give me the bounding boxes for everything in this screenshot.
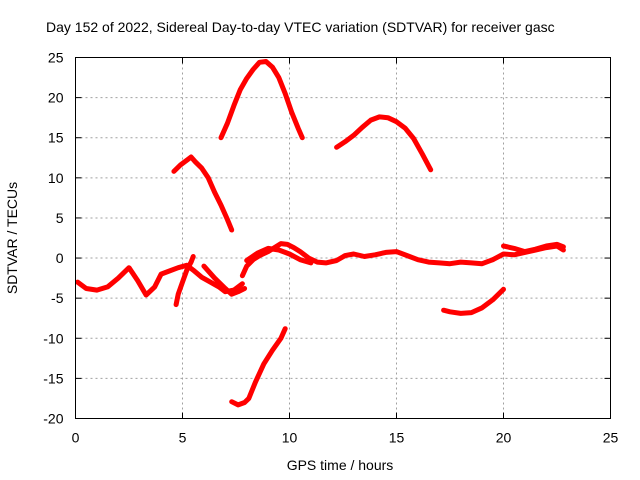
x-tick-label: 5 <box>179 430 187 446</box>
series-line-arc-lower-mid <box>229 326 288 408</box>
y-tick-label: 10 <box>48 170 64 186</box>
y-tick-label: -15 <box>43 370 63 386</box>
plot-frame <box>75 57 611 419</box>
x-axis-label: GPS time / hours <box>287 457 394 473</box>
grid-lines <box>75 57 611 419</box>
y-tick-label: 20 <box>48 90 64 106</box>
y-tick-label: 0 <box>56 250 64 266</box>
chart-title: Day 152 of 2022, Sidereal Day-to-day VTE… <box>46 19 555 35</box>
series-line-arc-lower-right <box>441 286 506 316</box>
x-tick-labels: 0 5 10 15 20 25 <box>72 430 619 446</box>
series-line-arc-upper-right <box>334 114 434 173</box>
x-tick-label: 20 <box>496 430 512 446</box>
y-tick-label: -5 <box>51 290 64 306</box>
series-line-arc-upper-left <box>171 154 235 233</box>
series-line-arc-dip-2 <box>201 263 248 297</box>
series-line-arc-upper-mid <box>218 59 305 141</box>
y-tick-label: 5 <box>56 210 64 226</box>
series-line-arc-main-0 <box>75 262 245 298</box>
y-tick-label: 25 <box>48 50 64 66</box>
series-line-arc-dip-1 <box>173 254 196 308</box>
x-tick-label: 0 <box>72 430 80 446</box>
x-tick-label: 25 <box>603 430 619 446</box>
y-tick-label: -20 <box>43 411 63 427</box>
axis-ticks <box>75 57 611 419</box>
series-line-arc-main-4 <box>501 241 566 255</box>
y-tick-label: -10 <box>43 330 63 346</box>
x-tick-label: 10 <box>282 430 298 446</box>
data-series <box>75 59 566 408</box>
x-tick-label: 15 <box>389 430 405 446</box>
y-axis-label: SDTVAR / TECUs <box>4 182 20 294</box>
series-line-arc-main-2 <box>244 245 314 266</box>
y-tick-label: 15 <box>48 130 64 146</box>
y-tick-labels: -20 -15 -10 -5 0 5 10 15 20 25 <box>43 50 63 427</box>
